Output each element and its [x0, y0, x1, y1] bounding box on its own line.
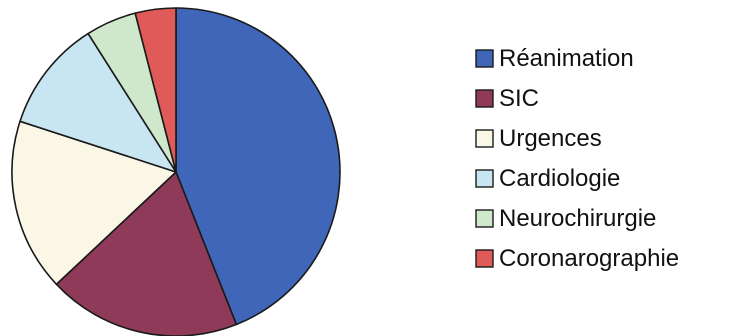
- legend-item-urgences: Urgences: [475, 125, 602, 152]
- pie-slices: [11, 7, 341, 336]
- legend-swatch-urgences: [475, 129, 494, 148]
- pie-slice-coronarographie: [134, 7, 177, 173]
- legend-label-cardiologie: Cardiologie: [499, 165, 620, 192]
- legend-item-neurochirurgie: Neurochirurgie: [475, 205, 656, 232]
- pie-slice-urgences: [11, 120, 177, 286]
- legend-swatch-reanimation: [475, 49, 494, 68]
- legend-label-neurochirurgie: Neurochirurgie: [499, 205, 656, 232]
- legend-label-urgences: Urgences: [499, 125, 602, 152]
- legend-item-coronarographie: Coronarographie: [475, 245, 679, 272]
- legend-swatch-sic: [475, 89, 494, 108]
- legend-label-reanimation: Réanimation: [499, 45, 634, 72]
- legend-item-reanimation: Réanimation: [475, 45, 634, 72]
- legend-item-cardiologie: Cardiologie: [475, 165, 620, 192]
- legend-swatch-coronarographie: [475, 249, 494, 268]
- pie-slice-sic: [55, 171, 238, 336]
- legend-swatch-cardiologie: [475, 169, 494, 188]
- legend-label-coronarographie: Coronarographie: [499, 245, 679, 272]
- legend-swatch-neurochirurgie: [475, 209, 494, 228]
- legend-item-sic: SIC: [475, 85, 539, 112]
- legend: Réanimation SIC Urgences Cardiologie Neuroch…: [475, 45, 679, 272]
- pie-slice-cardiologie: [19, 32, 177, 173]
- legend-label-sic: SIC: [499, 85, 539, 112]
- pie-slice-reanimation: [175, 7, 341, 326]
